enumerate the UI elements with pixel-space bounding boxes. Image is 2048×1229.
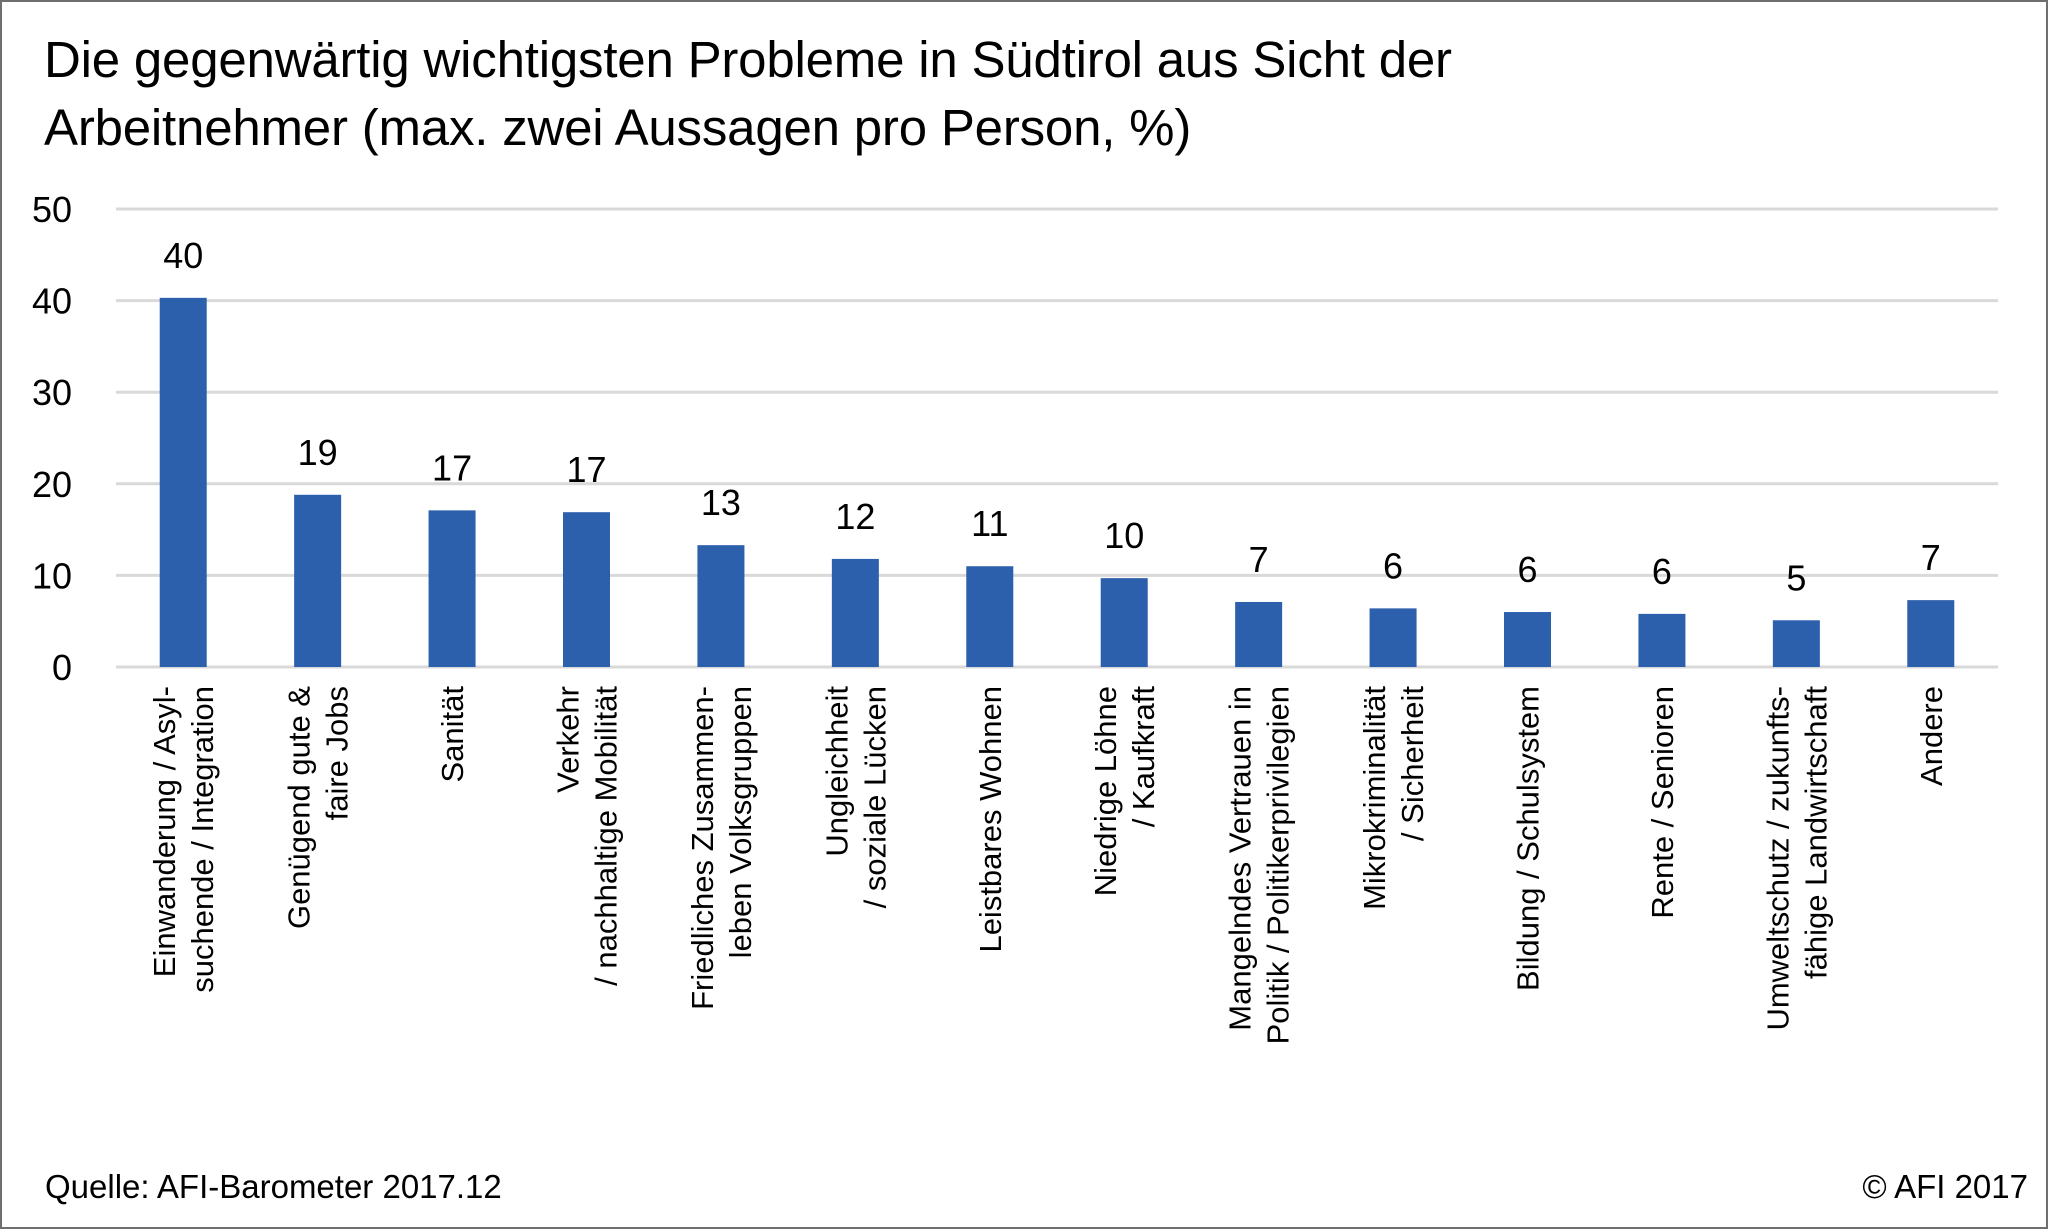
category-line-6-2: / soziale Lücken	[857, 686, 892, 908]
category-line-9-2: Politik / Politikerprivilegien	[1261, 686, 1296, 1044]
category-line-11-1: Bildung / Schulsystem	[1511, 686, 1546, 991]
category-text-12: Rente / Senioren	[1645, 686, 1680, 919]
category-label-11: Bildung / Schulsystem	[1511, 686, 1546, 991]
bar-11	[1504, 612, 1551, 667]
data-label-6: 12	[835, 496, 875, 537]
category-line-13-1: Umweltschutz / zukunfts-	[1760, 686, 1795, 1031]
category-line-7-1: Leistbares Wohnen	[973, 686, 1008, 953]
gridlines	[116, 207, 1998, 669]
bar-6	[831, 558, 879, 667]
category-label-4: Verkehr/ nachhaltige Mobilität	[551, 686, 624, 986]
bar-10	[1369, 608, 1417, 667]
category-text-11: Bildung / Schulsystem	[1511, 686, 1546, 991]
category-line-2-2: faire Jobs	[320, 686, 355, 820]
bar-2	[294, 494, 342, 667]
category-text-8: Niedrige Löhne/ Kaufkraft	[1088, 686, 1161, 897]
category-line-6-1: Ungleichheit	[819, 686, 854, 857]
y-tick-label-20: 20	[32, 464, 72, 505]
category-text-13: Umweltschutz / zukunfts-fähige Landwirts…	[1760, 686, 1833, 1031]
category-label-14: Andere	[1914, 686, 1949, 786]
category-text-4: Verkehr/ nachhaltige Mobilität	[551, 686, 624, 986]
category-label-3: Sanität	[435, 686, 470, 783]
category-line-5-1: Friedliches Zusammen-	[685, 686, 720, 1010]
category-label-5: Friedliches Zusammen-leben Volksgruppen	[685, 686, 758, 1010]
category-text-9: Mangelndes Vertrauen inPolitik / Politik…	[1223, 686, 1296, 1044]
y-tick-label-40: 40	[32, 281, 72, 322]
bar-8	[1100, 578, 1148, 667]
bar-3	[428, 510, 476, 667]
bars	[159, 297, 1955, 667]
y-tick-label-10: 10	[32, 555, 72, 596]
data-label-4: 17	[566, 449, 606, 490]
category-label-7: Leistbares Wohnen	[973, 686, 1008, 953]
data-label-11: 6	[1517, 549, 1537, 590]
category-text-10: Mikrokriminalität/ Sicherheit	[1357, 686, 1430, 910]
copyright-note: © AFI 2017	[1862, 1168, 2028, 1205]
bar-7	[966, 566, 1014, 667]
category-line-4-1: Verkehr	[551, 686, 586, 793]
data-label-3: 17	[432, 447, 472, 488]
data-label-5: 13	[701, 482, 741, 523]
category-text-6: Ungleichheit/ soziale Lücken	[819, 686, 892, 909]
category-line-12-1: Rente / Senioren	[1645, 686, 1680, 919]
data-label-9: 7	[1249, 539, 1269, 580]
category-line-1-1: Einwanderung / Asyl-	[147, 686, 182, 977]
data-label-12: 6	[1652, 551, 1672, 592]
category-label-12: Rente / Senioren	[1645, 686, 1680, 919]
category-label-2: Genügend gute &faire Jobs	[282, 686, 355, 929]
category-line-4-2: / nachhaltige Mobilität	[589, 686, 624, 986]
y-tick-label-50: 50	[32, 189, 72, 230]
bar-4	[563, 512, 610, 667]
category-text-5: Friedliches Zusammen-leben Volksgruppen	[685, 686, 758, 1010]
data-label-8: 10	[1104, 515, 1144, 556]
category-label-9: Mangelndes Vertrauen inPolitik / Politik…	[1223, 686, 1296, 1044]
data-label-7: 11	[971, 503, 1008, 544]
category-line-10-2: / Sicherheit	[1395, 686, 1430, 841]
y-tick-label-30: 30	[32, 372, 72, 413]
category-label-8: Niedrige Löhne/ Kaufkraft	[1088, 686, 1161, 897]
category-text-1: Einwanderung / Asyl-suchende / Integrati…	[147, 686, 220, 993]
y-axis-labels: 0 10 20 30 40 50	[32, 189, 72, 688]
bar-5	[697, 545, 745, 667]
category-line-8-2: / Kaufkraft	[1126, 686, 1161, 828]
category-text-14: Andere	[1914, 686, 1949, 786]
category-label-6: Ungleichheit/ soziale Lücken	[819, 686, 892, 909]
category-line-14-1: Andere	[1914, 686, 1949, 786]
category-line-9-1: Mangelndes Vertrauen in	[1223, 686, 1258, 1031]
data-labels: 40 19 17 17 13 12 11 10 7 6 6 6 5 7	[163, 235, 1941, 598]
source-note: Quelle: AFI-Barometer 2017.12	[45, 1168, 502, 1205]
category-label-1: Einwanderung / Asyl-suchende / Integrati…	[147, 686, 220, 993]
bar-12	[1638, 613, 1686, 667]
category-line-5-2: leben Volksgruppen	[723, 686, 758, 958]
data-label-13: 5	[1786, 557, 1806, 598]
bar-1	[159, 297, 207, 667]
category-text-3: Sanität	[435, 686, 470, 783]
data-label-1: 40	[163, 235, 203, 276]
category-text-2: Genügend gute &faire Jobs	[282, 686, 355, 929]
category-line-1-2: suchende / Integration	[185, 686, 220, 993]
category-line-3-1: Sanität	[435, 686, 470, 783]
bar-13	[1772, 620, 1820, 667]
category-line-2-1: Genügend gute &	[282, 686, 317, 929]
data-label-14: 7	[1921, 537, 1941, 578]
category-line-13-2: fähige Landwirtschaft	[1798, 686, 1833, 979]
category-line-10-1: Mikrokriminalität	[1357, 686, 1392, 910]
bar-9	[1235, 601, 1283, 667]
data-label-2: 19	[298, 432, 338, 473]
chart-title: Die gegenwärtig wichtigsten Probleme in …	[44, 31, 1452, 156]
category-labels: Einwanderung / Asyl-suchende / Integrati…	[147, 686, 1949, 1045]
category-label-13: Umweltschutz / zukunfts-fähige Landwirts…	[1760, 686, 1833, 1031]
category-text-7: Leistbares Wohnen	[973, 686, 1008, 953]
category-line-8-1: Niedrige Löhne	[1088, 686, 1123, 896]
bar-14	[1907, 600, 1955, 667]
y-tick-label-0: 0	[52, 647, 72, 688]
category-label-10: Mikrokriminalität/ Sicherheit	[1357, 686, 1430, 910]
data-label-10: 6	[1383, 545, 1403, 586]
